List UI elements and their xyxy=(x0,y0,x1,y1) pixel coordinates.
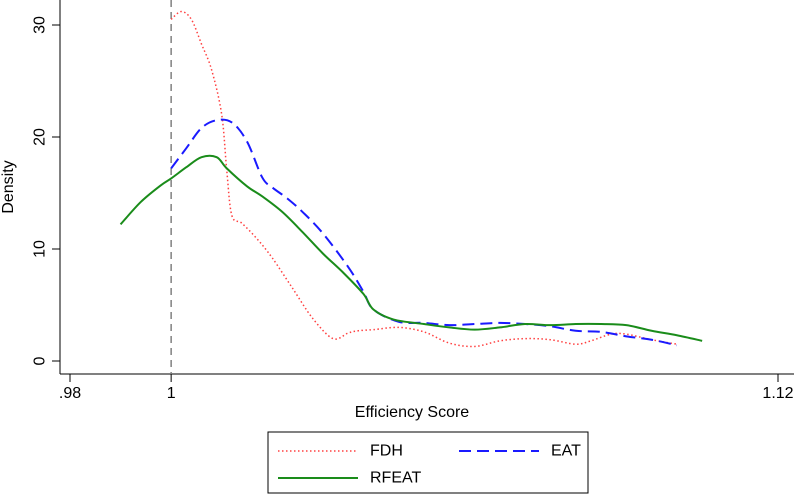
x-ticks: .98 1 1.12 xyxy=(59,374,794,402)
plot-area: 0 10 20 30 .98 1 1.12 xyxy=(32,0,794,402)
x-tick-label: 1 xyxy=(167,385,176,402)
x-tick-label: .98 xyxy=(59,385,81,402)
legend-label-fdh: FDH xyxy=(370,443,403,460)
series-group xyxy=(119,10,703,348)
legend: FDH EAT RFEAT xyxy=(267,431,589,494)
y-ticks: 0 10 20 30 xyxy=(32,16,60,365)
series-line-rfeat xyxy=(119,154,703,342)
series-line-fdh xyxy=(170,10,677,348)
y-tick-label: 10 xyxy=(32,240,49,258)
y-tick-label: 20 xyxy=(32,128,49,146)
y-axis-title: Density xyxy=(0,160,17,213)
legend-box xyxy=(267,431,589,494)
y-tick-label: 30 xyxy=(32,16,49,34)
y-tick-label: 0 xyxy=(32,356,49,365)
legend-label-eat: EAT xyxy=(551,443,581,460)
series-line-eat xyxy=(170,118,678,347)
x-tick-label: 1.12 xyxy=(762,385,793,402)
legend-label-rfeat: RFEAT xyxy=(370,470,421,487)
x-axis-title: Efficiency Score xyxy=(355,404,470,421)
